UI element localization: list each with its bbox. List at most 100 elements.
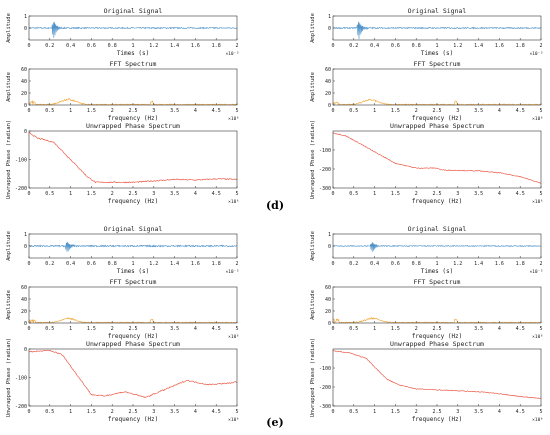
phase-ytick-label: 0 bbox=[24, 347, 27, 353]
phase-axes: Unwrapped Phase Spectrum Unwrapped Phase … bbox=[310, 338, 543, 423]
phase-xtick-label: 5 bbox=[539, 409, 542, 415]
fft-xtick-label: 3.5 bbox=[474, 108, 483, 114]
signal-series-line bbox=[28, 241, 238, 252]
signal-series-line bbox=[332, 242, 542, 252]
fft-ylabel: Amplitude bbox=[6, 290, 12, 320]
signal-xtick-label: 1.2 bbox=[453, 43, 462, 49]
fft-ytick-label: 60 bbox=[21, 67, 27, 73]
signal-xtick-label: 1.6 bbox=[495, 261, 504, 267]
fft-ytick-label: 40 bbox=[325, 297, 331, 303]
signal-xtick-label: 0.8 bbox=[412, 43, 421, 49]
fft-ytick-label: 40 bbox=[325, 79, 331, 85]
fft-xtick-label: 0 bbox=[331, 108, 334, 114]
signal-xtick-label: 1.4 bbox=[474, 261, 483, 267]
signal-xtick-label: 1.2 bbox=[149, 261, 158, 267]
fft-xtick-label: 3 bbox=[456, 108, 459, 114]
signal-ytick-label: 1 bbox=[328, 232, 331, 238]
fft-axes: FFT Spectrum Amplitude frequency (Hz) ×10⁶ 0… bbox=[6, 278, 239, 340]
phase-xtick-label: 0 bbox=[331, 191, 334, 197]
signal-title: Original Signal bbox=[408, 225, 467, 233]
signal-xtick-label: 0 bbox=[27, 261, 30, 267]
fft-ytick-label: 20 bbox=[21, 91, 27, 97]
phase-xtick-label: 3 bbox=[152, 409, 155, 415]
signal-xtick-label: 0.2 bbox=[45, 261, 54, 267]
signal-xexp: ×10⁻³ bbox=[225, 269, 239, 275]
fft-xtick-label: 1.5 bbox=[391, 326, 400, 332]
signal-xtick-label: 0.6 bbox=[391, 43, 400, 49]
phase-xtick-label: 4.5 bbox=[516, 409, 525, 415]
phase-ylabel: Unwrapped Phase (radian) bbox=[6, 120, 12, 199]
phase-xtick-label: 0.5 bbox=[349, 191, 358, 197]
signal-xtick-label: 0.4 bbox=[370, 43, 379, 49]
phase-xtick-label: 1.5 bbox=[391, 409, 400, 415]
phase-xtick-label: 0.5 bbox=[349, 409, 358, 415]
phase-xtick-label: 4 bbox=[498, 191, 501, 197]
fft-xtick-label: 1 bbox=[69, 326, 72, 332]
phase-xlabel: frequency (Hz) bbox=[412, 416, 463, 423]
fft-xexp: ×10⁶ bbox=[228, 116, 239, 122]
signal-ytick-label: 1 bbox=[24, 14, 27, 20]
fft-xexp: ×10⁶ bbox=[228, 334, 239, 340]
signal-ytick-label: 0 bbox=[24, 244, 27, 250]
fft-title: FFT Spectrum bbox=[110, 60, 157, 68]
fft-xtick-label: 2.5 bbox=[432, 326, 441, 332]
fft-xtick-label: 0.5 bbox=[349, 108, 358, 114]
phase-xtick-label: 2 bbox=[111, 409, 114, 415]
phase-ylabel: Unwrapped Phase (radian) bbox=[310, 120, 316, 199]
phase-xtick-label: 4.5 bbox=[212, 409, 221, 415]
fft-frame bbox=[332, 68, 542, 106]
phase-ytick-label: -100 bbox=[319, 148, 331, 154]
phase-xtick-label: 0 bbox=[27, 409, 30, 415]
phase-xtick-label: 1 bbox=[69, 409, 72, 415]
fft-ytick-label: 40 bbox=[21, 79, 27, 85]
signal-xlabel: Times (s) bbox=[421, 268, 454, 275]
phase-xtick-label: 2 bbox=[415, 409, 418, 415]
fft-ylabel: Amplitude bbox=[310, 72, 316, 102]
phase-xexp: ×10⁶ bbox=[532, 417, 543, 423]
fft-ytick-label: 0 bbox=[328, 321, 331, 327]
phase-ytick-label: -100 bbox=[15, 376, 27, 382]
fft-xexp: ×10⁶ bbox=[532, 116, 543, 122]
signal-xtick-label: 1.6 bbox=[191, 261, 200, 267]
signal-ylabel: Amplitude bbox=[310, 231, 316, 261]
fft-frame bbox=[28, 286, 238, 324]
phase-ylabel: Unwrapped Phase (radian) bbox=[6, 338, 12, 417]
phase-xlabel: frequency (Hz) bbox=[412, 198, 463, 205]
fft-xtick-label: 4 bbox=[498, 108, 501, 114]
fft-xtick-label: 1 bbox=[69, 108, 72, 114]
fft-xtick-label: 3.5 bbox=[170, 108, 179, 114]
signal-xexp: ×10⁻³ bbox=[529, 51, 543, 57]
fft-xlabel: frequency (Hz) bbox=[412, 115, 463, 122]
signal-title: Original Signal bbox=[408, 7, 467, 15]
phase-xtick-label: 3.5 bbox=[170, 409, 179, 415]
fft-xtick-label: 1.5 bbox=[391, 108, 400, 114]
fft-xtick-label: 1 bbox=[373, 326, 376, 332]
signal-ytick-label: 0 bbox=[328, 26, 331, 32]
phase-xtick-label: 4.5 bbox=[516, 191, 525, 197]
signal-ylabel: Amplitude bbox=[310, 13, 316, 43]
fft-xtick-label: 0 bbox=[27, 108, 30, 114]
phase-xtick-label: 4 bbox=[194, 191, 197, 197]
phase-series-line bbox=[332, 350, 542, 399]
fft-ytick-label: 0 bbox=[328, 103, 331, 109]
phase-xtick-label: 5 bbox=[539, 191, 542, 197]
signal-ytick-label: 1 bbox=[24, 232, 27, 238]
phase-title: Unwrapped Phase Spectrum bbox=[390, 122, 484, 130]
signal-xtick-label: 0 bbox=[27, 43, 30, 49]
fft-xtick-label: 0 bbox=[331, 326, 334, 332]
fft-title: FFT Spectrum bbox=[414, 60, 461, 68]
phase-title: Unwrapped Phase Spectrum bbox=[390, 340, 484, 348]
phase-xtick-label: 3 bbox=[456, 409, 459, 415]
signal-xlabel: Times (s) bbox=[421, 50, 454, 57]
phase-ytick-label: -200 bbox=[319, 385, 331, 391]
fft-xtick-label: 2 bbox=[415, 326, 418, 332]
signal-xtick-label: 1.4 bbox=[170, 261, 179, 267]
phase-xtick-label: 5 bbox=[235, 191, 238, 197]
signal-xtick-label: 1.8 bbox=[516, 43, 525, 49]
fft-xtick-label: 5 bbox=[235, 108, 238, 114]
phase-xtick-label: 4 bbox=[498, 409, 501, 415]
